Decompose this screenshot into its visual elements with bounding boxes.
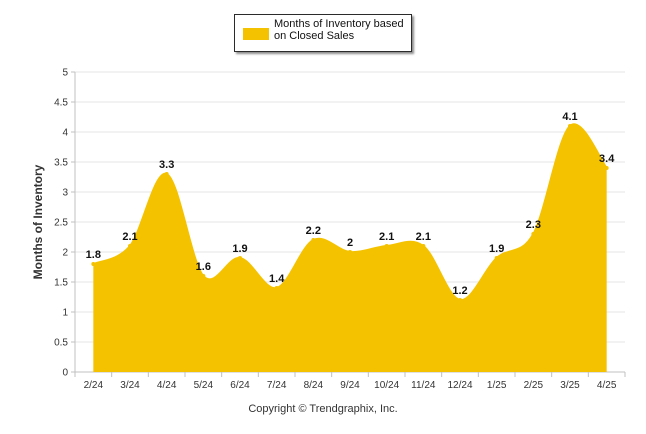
data-point bbox=[91, 262, 96, 266]
data-label: 2.2 bbox=[306, 225, 321, 237]
data-label: 1.4 bbox=[269, 273, 285, 285]
data-label: 4.1 bbox=[562, 111, 577, 123]
x-tick-label: 2/24 bbox=[84, 380, 104, 391]
x-tick-label: 6/24 bbox=[230, 380, 250, 391]
data-point bbox=[201, 274, 206, 278]
data-point bbox=[494, 256, 499, 260]
x-tick-label: 2/25 bbox=[524, 380, 544, 391]
y-tick-label: 3.5 bbox=[54, 158, 68, 169]
data-point bbox=[531, 232, 536, 236]
y-tick-label: 3 bbox=[62, 188, 68, 199]
data-point bbox=[238, 256, 242, 260]
data-label: 1.9 bbox=[232, 243, 247, 255]
copyright-text: Copyright © Trendgraphix, Inc. bbox=[248, 403, 398, 415]
data-label: 3.4 bbox=[599, 153, 615, 165]
data-label: 1.6 bbox=[196, 261, 211, 273]
x-tick-label: 4/24 bbox=[157, 380, 177, 391]
y-tick-label: 0.5 bbox=[54, 338, 68, 349]
data-point bbox=[274, 286, 279, 290]
chart-legend: Months of Inventory based on Closed Sale… bbox=[234, 14, 412, 52]
y-tick-label: 2.5 bbox=[54, 218, 68, 229]
data-point bbox=[604, 166, 609, 170]
data-point bbox=[458, 298, 462, 302]
data-label: 3.3 bbox=[159, 159, 174, 171]
data-label: 1.9 bbox=[489, 243, 504, 255]
x-tick-label: 7/24 bbox=[267, 380, 287, 391]
y-tick-label: 0 bbox=[62, 368, 68, 379]
y-tick-label: 1 bbox=[62, 308, 68, 319]
y-tick-label: 2 bbox=[62, 248, 68, 259]
x-tick-label: 3/25 bbox=[560, 380, 580, 391]
x-tick-label: 12/24 bbox=[447, 380, 472, 391]
legend-label: Months of Inventory based on Closed Sale… bbox=[274, 18, 404, 42]
legend-swatch bbox=[243, 28, 269, 40]
data-point bbox=[128, 244, 132, 248]
data-label: 2.1 bbox=[416, 231, 431, 243]
y-tick-label: 4.5 bbox=[54, 98, 68, 109]
data-label: 1.8 bbox=[86, 249, 101, 261]
data-point bbox=[421, 244, 426, 248]
y-tick-label: 1.5 bbox=[54, 278, 68, 289]
y-tick-label: 5 bbox=[62, 68, 68, 79]
x-tick-label: 3/24 bbox=[120, 380, 140, 391]
data-label: 2 bbox=[347, 237, 353, 249]
data-label: 1.2 bbox=[452, 285, 467, 297]
data-point bbox=[384, 244, 389, 248]
x-tick-label: 10/24 bbox=[374, 380, 399, 391]
data-label: 2.3 bbox=[526, 219, 541, 231]
area-fill bbox=[93, 124, 607, 372]
data-point bbox=[568, 124, 572, 128]
data-label: 2.1 bbox=[379, 231, 394, 243]
data-label: 2.1 bbox=[122, 231, 137, 243]
data-point bbox=[311, 238, 316, 242]
data-point bbox=[164, 172, 169, 176]
data-point bbox=[348, 250, 352, 254]
y-tick-label: 4 bbox=[62, 128, 68, 139]
x-tick-label: 9/24 bbox=[340, 380, 360, 391]
x-tick-label: 1/25 bbox=[487, 380, 507, 391]
y-axis-label: Months of Inventory bbox=[31, 164, 45, 280]
x-tick-label: 8/24 bbox=[304, 380, 324, 391]
x-tick-label: 5/24 bbox=[194, 380, 214, 391]
x-tick-label: 11/24 bbox=[411, 380, 436, 391]
x-tick-label: 4/25 bbox=[597, 380, 617, 391]
